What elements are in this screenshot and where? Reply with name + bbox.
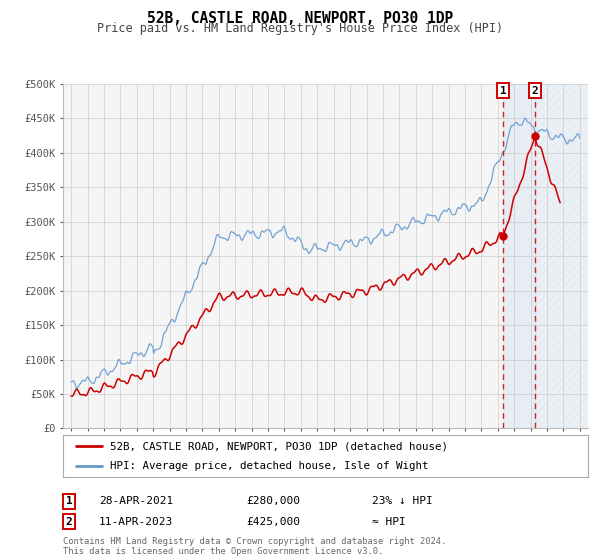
Text: £280,000: £280,000 [246, 496, 300, 506]
Text: This data is licensed under the Open Government Licence v3.0.: This data is licensed under the Open Gov… [63, 547, 383, 556]
Text: 28-APR-2021: 28-APR-2021 [99, 496, 173, 506]
Text: £425,000: £425,000 [246, 517, 300, 527]
Bar [535, 84, 588, 428]
Text: ≈ HPI: ≈ HPI [372, 517, 406, 527]
Text: HPI: Average price, detached house, Isle of Wight: HPI: Average price, detached house, Isle… [110, 461, 429, 471]
Text: 2: 2 [65, 517, 73, 527]
Bar [503, 84, 535, 428]
Text: Price paid vs. HM Land Registry's House Price Index (HPI): Price paid vs. HM Land Registry's House … [97, 22, 503, 35]
Text: 1: 1 [500, 86, 506, 96]
Text: Contains HM Land Registry data © Crown copyright and database right 2024.: Contains HM Land Registry data © Crown c… [63, 537, 446, 546]
Text: 23% ↓ HPI: 23% ↓ HPI [372, 496, 433, 506]
Text: 1: 1 [65, 496, 73, 506]
Text: 11-APR-2023: 11-APR-2023 [99, 517, 173, 527]
Text: 52B, CASTLE ROAD, NEWPORT, PO30 1DP (detached house): 52B, CASTLE ROAD, NEWPORT, PO30 1DP (det… [110, 441, 448, 451]
Text: 52B, CASTLE ROAD, NEWPORT, PO30 1DP: 52B, CASTLE ROAD, NEWPORT, PO30 1DP [147, 11, 453, 26]
Text: 2: 2 [532, 86, 539, 96]
